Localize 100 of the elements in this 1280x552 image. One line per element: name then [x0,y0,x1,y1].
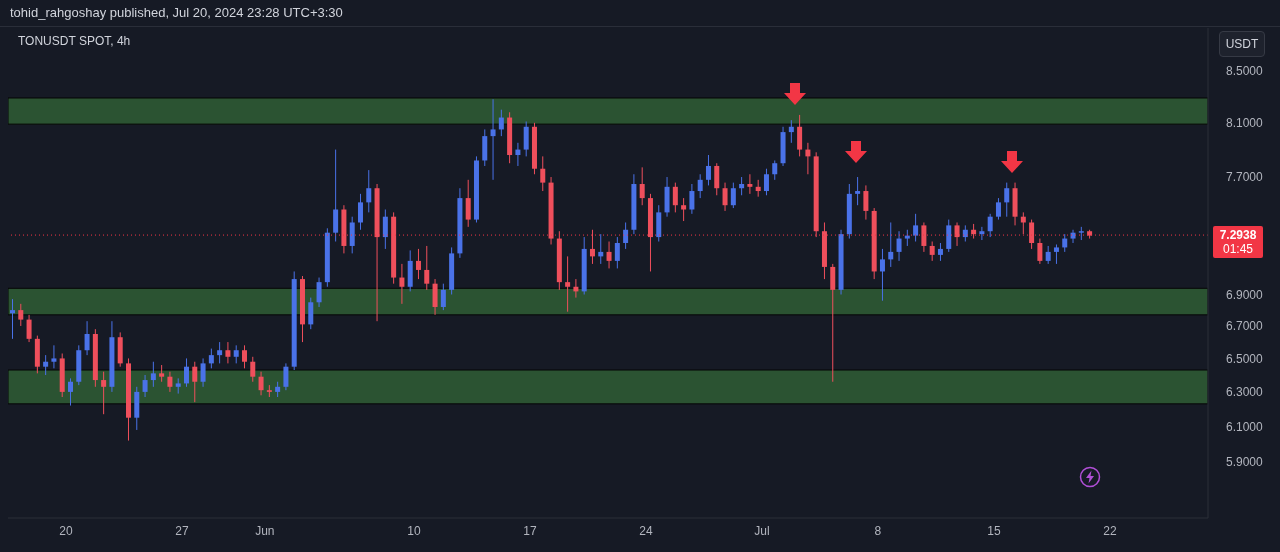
candlestick [1004,182,1010,218]
candlestick [18,303,24,327]
y-tick-label: 6.7000 [1226,319,1264,334]
candlestick [639,166,645,206]
candlestick [739,176,745,196]
candlestick [987,213,993,238]
candlestick [830,263,836,383]
text: 01:45 [1222,242,1254,257]
candlestick [10,298,15,340]
candlestick [1070,229,1076,244]
candlestick [623,221,629,250]
candlestick [43,354,49,376]
y-tick-label: 5.9000 [1226,455,1264,470]
candlestick [399,263,405,305]
candlestick [1053,243,1059,265]
candlestick [888,221,894,268]
candlestick [681,197,687,222]
x-tick-label: 8 [874,523,882,538]
candlestick [382,209,388,250]
candlestick [250,356,256,383]
candlestick [697,173,703,199]
x-tick-label: 15 [987,523,1001,538]
candlestick [863,184,869,221]
candlestick [51,344,57,369]
candlestick [689,183,695,215]
candlestick [797,114,803,157]
candlestick [241,344,247,369]
candlestick [747,173,753,195]
candlestick [366,169,372,213]
x-tick-label: 10 [407,523,421,538]
candlestick [349,216,355,254]
candlestick [217,341,223,364]
candlestick [896,230,902,262]
candlestick [946,219,952,253]
candlestick [432,278,438,316]
x-tick-label: 20 [59,523,73,538]
candlestick [415,248,421,280]
candlestick [763,168,769,196]
candlestick [192,361,198,403]
candlestick [424,245,430,291]
candlestick [225,341,231,364]
candlestick [913,213,919,243]
y-tick-label: 6.3000 [1226,385,1264,400]
candlestick [84,320,90,356]
candlestick [540,155,546,192]
y-axis-title: USDT [1219,31,1265,57]
candlestick [465,179,471,228]
candlestick [333,149,339,243]
candlestick [598,233,604,265]
candlestick [879,248,885,302]
candlestick [357,193,363,231]
candlestick [208,348,214,369]
candlestick [565,255,571,313]
chart-subtitle: tohid_rahgoshay published, Jul 20, 2024 23:28 UTC+3:30 [10,5,343,20]
candlestick [614,236,620,269]
candlestick [722,182,728,212]
candlestick [523,120,529,157]
x-tick-label: 24 [639,523,653,538]
candlestick [183,357,189,388]
candlestick [283,362,289,391]
x-tick-label: Jul [754,523,770,538]
candlestick [714,162,720,196]
candlestick [855,176,861,206]
y-tick-label: 8.5000 [1226,64,1264,79]
candlestick [705,154,711,186]
candlestick [589,229,595,265]
candlestick [440,283,446,311]
y-tick-label: 6.9000 [1226,287,1264,302]
x-tick-label: 17 [523,523,537,538]
x-tick-label: 22 [1103,523,1117,538]
candlestick [167,371,173,393]
candlestick [929,241,935,262]
candlestick [606,241,612,269]
x-tick-label: 27 [175,523,189,538]
y-tick-label: 6.1000 [1226,419,1264,434]
ref-line-label: 7.2938 [1219,228,1257,243]
candlestick [142,374,148,398]
candlestick [200,357,206,388]
candlestick [515,142,521,167]
candlestick [68,377,73,407]
candlestick [101,371,107,415]
candlestick [258,371,264,396]
candlestick [308,297,314,330]
candlestick [921,221,927,253]
y-tick-label: 8.1000 [1226,116,1264,131]
candlestick [788,119,794,144]
candlestick [498,109,504,137]
candlestick [316,277,322,308]
candlestick [979,226,985,241]
candlestick [150,361,156,388]
candlestick [730,182,736,209]
candlestick [672,182,678,213]
y-tick-label: 6.5000 [1226,351,1264,366]
candlestick [490,98,496,181]
candlestick [233,344,239,364]
candlestick [772,159,778,181]
candlestick [954,221,960,247]
x-tick-label: Jun [255,523,275,538]
y-tick-label: 7.7000 [1226,170,1264,185]
candlestick [995,197,1001,221]
